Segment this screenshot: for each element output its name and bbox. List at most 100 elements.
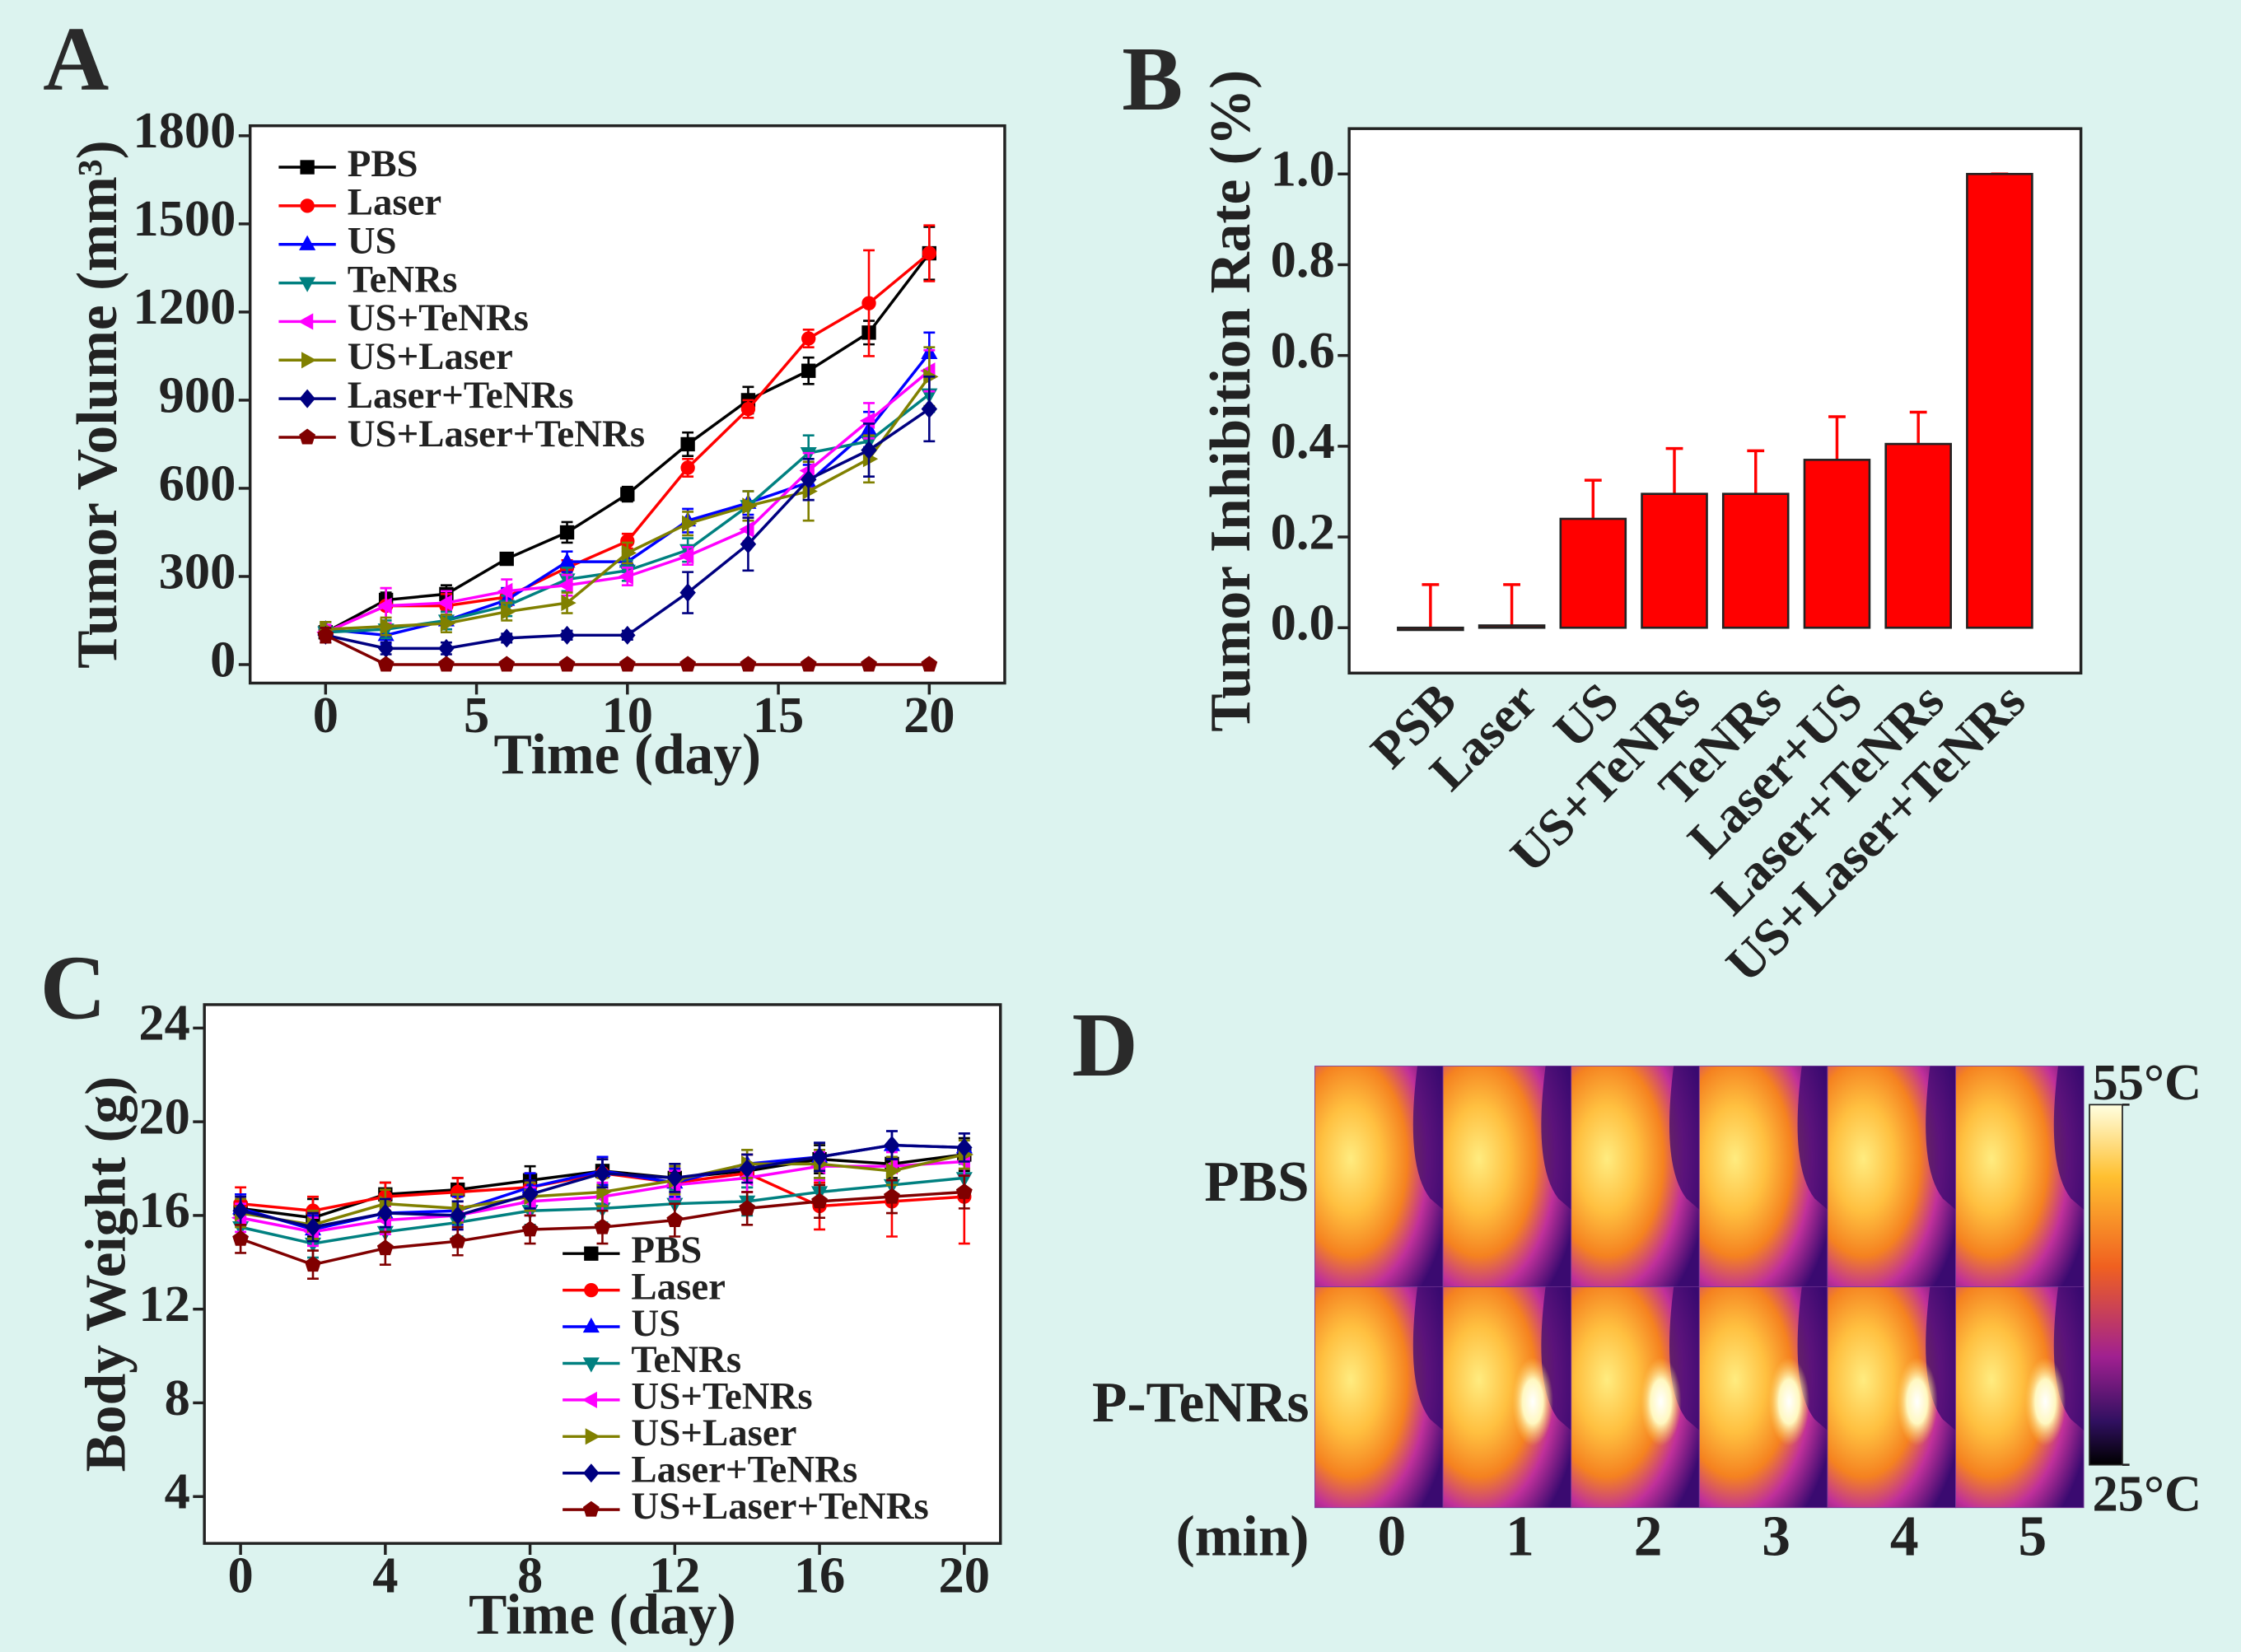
marker xyxy=(682,515,698,532)
column-label: 5 xyxy=(2018,1505,2047,1568)
marker xyxy=(618,567,633,586)
legend-label: Laser+TeNRs xyxy=(631,1448,857,1491)
thermal-shadow xyxy=(2053,1066,2085,1210)
marker xyxy=(921,656,938,672)
marker xyxy=(498,656,516,672)
legend-label: TeNRs xyxy=(631,1338,741,1381)
marker xyxy=(594,1164,611,1183)
x-axis-title: Time (day) xyxy=(469,1584,736,1647)
error-bar xyxy=(1747,449,1765,494)
marker xyxy=(497,582,513,600)
marker xyxy=(739,520,754,538)
marker xyxy=(305,1217,321,1237)
marker xyxy=(376,597,392,614)
marker xyxy=(956,1137,973,1157)
marker xyxy=(621,544,637,562)
x-tick-label: 0 xyxy=(313,686,338,744)
legend-label: US xyxy=(348,219,397,262)
bar xyxy=(1966,172,2033,629)
column-label: 3 xyxy=(1762,1505,1790,1568)
legend-label: US+Laser+TeNRs xyxy=(631,1485,928,1528)
thermal-hotspot xyxy=(1768,1357,1810,1446)
marker xyxy=(437,595,453,612)
marker xyxy=(619,625,636,645)
x-tick-label: 15 xyxy=(753,686,804,744)
legend-marker xyxy=(582,1357,600,1373)
marker xyxy=(801,363,816,378)
legend-label: TeNRs xyxy=(348,258,458,301)
marker xyxy=(440,614,456,632)
marker xyxy=(861,656,877,672)
y-tick-label: 12 xyxy=(138,1275,189,1332)
x-tick-label: 20 xyxy=(903,686,955,744)
y-tick-label: 0.4 xyxy=(1271,412,1335,469)
legend-marker xyxy=(582,1500,600,1517)
thermal-hotspot xyxy=(1512,1357,1553,1446)
x-tick-label: 8 xyxy=(517,1547,543,1604)
thermal-shadow xyxy=(1412,1066,1444,1210)
legend-marker xyxy=(301,352,317,369)
column-label: 4 xyxy=(1890,1505,1919,1568)
thermal-shadow xyxy=(1926,1066,1956,1210)
bar xyxy=(1478,624,1546,629)
legend-label: Laser xyxy=(631,1265,725,1308)
y-axis-title: Body Weight (g) xyxy=(74,1076,138,1472)
bar xyxy=(1884,442,1952,629)
x-tick-label: 4 xyxy=(372,1547,398,1604)
legend-label: Laser xyxy=(348,181,441,224)
bar xyxy=(1803,459,1871,629)
bar xyxy=(1721,492,1790,629)
legend-label: Laser+TeNRs xyxy=(348,374,574,417)
legend-label: US+TeNRs xyxy=(348,296,529,339)
marker xyxy=(801,331,816,346)
marker xyxy=(678,547,694,565)
marker xyxy=(740,656,757,672)
legend-marker xyxy=(584,1246,599,1261)
column-label: 1 xyxy=(1506,1505,1534,1568)
marker xyxy=(521,1220,539,1237)
legend-marker xyxy=(582,1317,600,1333)
panel-label: C xyxy=(40,938,106,1039)
marker xyxy=(800,656,817,672)
y-axis-title: Tumor Volume (mm³) xyxy=(66,140,129,669)
legend-marker xyxy=(300,160,315,175)
marker xyxy=(437,656,455,672)
y-tick-label: 4 xyxy=(165,1463,190,1520)
marker xyxy=(955,1183,973,1199)
marker xyxy=(680,436,695,452)
marker xyxy=(883,1188,900,1204)
legend-marker xyxy=(585,1428,601,1445)
colorbar-label: 25°C xyxy=(2092,1465,2201,1523)
panel-label: B xyxy=(1122,29,1183,130)
thermal-shadow xyxy=(1797,1066,1828,1210)
legend-marker xyxy=(581,1391,597,1408)
marker xyxy=(922,245,936,261)
y-tick-label: 1.0 xyxy=(1271,140,1335,198)
marker xyxy=(521,1184,539,1204)
marker xyxy=(499,551,514,567)
legend-label: PBS xyxy=(348,142,418,185)
legend-marker xyxy=(584,1282,599,1298)
marker xyxy=(884,1136,900,1155)
marker xyxy=(680,460,695,475)
marker xyxy=(740,401,756,417)
y-tick-label: 0.2 xyxy=(1271,502,1335,560)
marker xyxy=(377,1203,394,1223)
marker xyxy=(376,1239,394,1256)
y-tick-label: 300 xyxy=(159,542,236,600)
y-tick-label: 1200 xyxy=(133,278,236,335)
marker xyxy=(558,625,576,645)
colorbar-label: 55°C xyxy=(2092,1053,2201,1111)
marker xyxy=(861,296,876,310)
marker xyxy=(666,1211,684,1228)
legend-label: US+Laser xyxy=(631,1412,796,1454)
thermal-hotspot xyxy=(2024,1357,2066,1446)
marker xyxy=(679,583,696,603)
thermal-hotspot xyxy=(1640,1357,1682,1446)
legend-marker xyxy=(299,428,316,445)
marker xyxy=(739,1159,755,1178)
marker xyxy=(232,1201,249,1220)
y-tick-label: 1800 xyxy=(133,101,236,159)
marker xyxy=(740,534,757,554)
